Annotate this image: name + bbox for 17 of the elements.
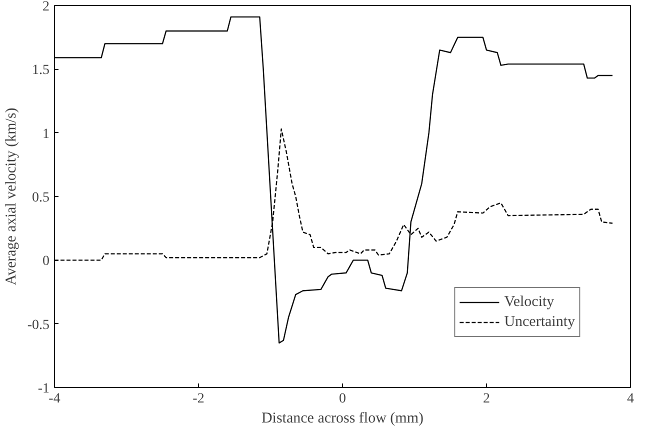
x-tick-label: -2: [192, 392, 204, 406]
y-tick-label: -1: [38, 382, 50, 396]
line-series: [54, 16, 614, 344]
y-tick-label: 1: [42, 126, 50, 142]
y-axis-title: Average axial velocity (km/s): [3, 108, 20, 286]
x-tick-label: 4: [627, 392, 634, 406]
x-tick-label: 2: [483, 392, 490, 406]
y-tick-label: 1.5: [32, 63, 50, 78]
x-tick-label: 0: [339, 392, 346, 406]
y-tick-label: 0: [42, 254, 50, 270]
y-tick-label: 0.5: [32, 190, 50, 206]
x-axis-title: Distance across flow (mm): [261, 410, 424, 426]
y-tick-label: 2: [42, 0, 50, 14]
legend-label: Uncertainty: [504, 314, 575, 330]
y-tick-label: -0.5: [27, 318, 50, 333]
x-tick-label: -4: [48, 392, 60, 406]
legend-label: Velocity: [504, 294, 554, 310]
